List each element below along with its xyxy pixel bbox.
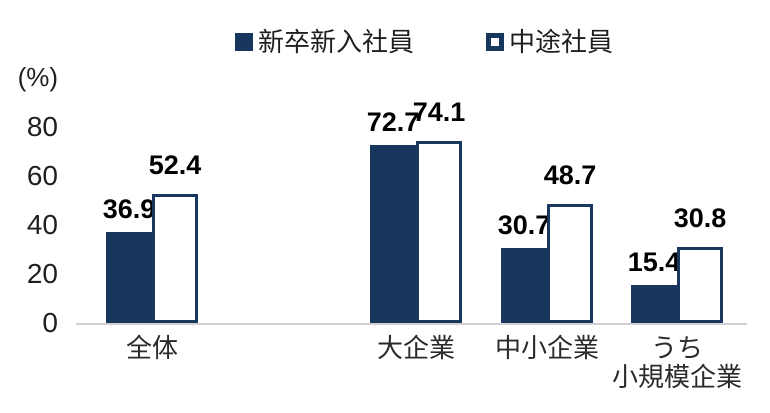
- x-axis-line: [76, 323, 747, 325]
- y-tick-label-0: 0: [42, 307, 58, 338]
- legend-item-new-graduates: 新卒新入社員: [234, 27, 414, 57]
- value-label-filled-うち小規模企業: 15.4: [627, 247, 681, 278]
- bar-filled-うち小規模企業: [631, 285, 677, 323]
- x-axis-label-大企業: 大企業: [377, 334, 455, 363]
- x-axis-label-中小企業: 中小企業: [495, 334, 599, 363]
- bar-filled-全体: [106, 232, 152, 323]
- x-axis-label-line: うち: [650, 333, 704, 363]
- y-tick-label-40: 40: [26, 208, 58, 240]
- y-axis-unit-label: (%): [17, 62, 58, 92]
- bar-filled-大企業: [370, 144, 416, 323]
- value-label-outlined-全体: 52.4: [148, 150, 202, 181]
- y-tick-label-20: 20: [26, 257, 58, 289]
- x-axis-label-line: 小規模企業: [611, 362, 743, 392]
- legend-item-mid-career: 中途社員: [486, 27, 613, 57]
- x-axis-label-うち小規模企業: うち 小規模企業: [612, 334, 742, 392]
- outlined-square-icon: [486, 33, 504, 51]
- filled-square-icon: [234, 33, 253, 51]
- y-tick-label-60: 60: [26, 159, 58, 191]
- value-label-filled-全体: 36.9: [102, 194, 156, 225]
- y-tick-label-80: 80: [26, 110, 58, 142]
- legend-label-new-graduates: 新卒新入社員: [257, 27, 414, 57]
- value-label-outlined-中小企業: 48.7: [543, 159, 597, 190]
- legend-label-mid-career: 中途社員: [509, 27, 614, 57]
- x-axis-label-line: 全体: [125, 333, 179, 363]
- value-label-outlined-うち小規模企業: 30.8: [673, 203, 727, 234]
- value-label-outlined-大企業: 74.1: [412, 97, 466, 128]
- legend: 新卒新入社員 中途社員: [0, 27, 770, 57]
- bar-outlined-中小企業: [547, 203, 593, 323]
- x-axis-label-line: 大企業: [376, 333, 456, 363]
- bar-outlined-全体: [152, 194, 198, 323]
- x-axis-label-line: 中小企業: [494, 333, 600, 363]
- bar-filled-中小企業: [501, 247, 547, 323]
- value-label-filled-中小企業: 30.7: [497, 209, 551, 240]
- bar-outlined-うち小規模企業: [677, 247, 723, 323]
- x-axis-label-全体: 全体: [126, 334, 178, 363]
- bar-outlined-大企業: [416, 141, 462, 323]
- value-label-filled-大企業: 72.7: [366, 106, 420, 137]
